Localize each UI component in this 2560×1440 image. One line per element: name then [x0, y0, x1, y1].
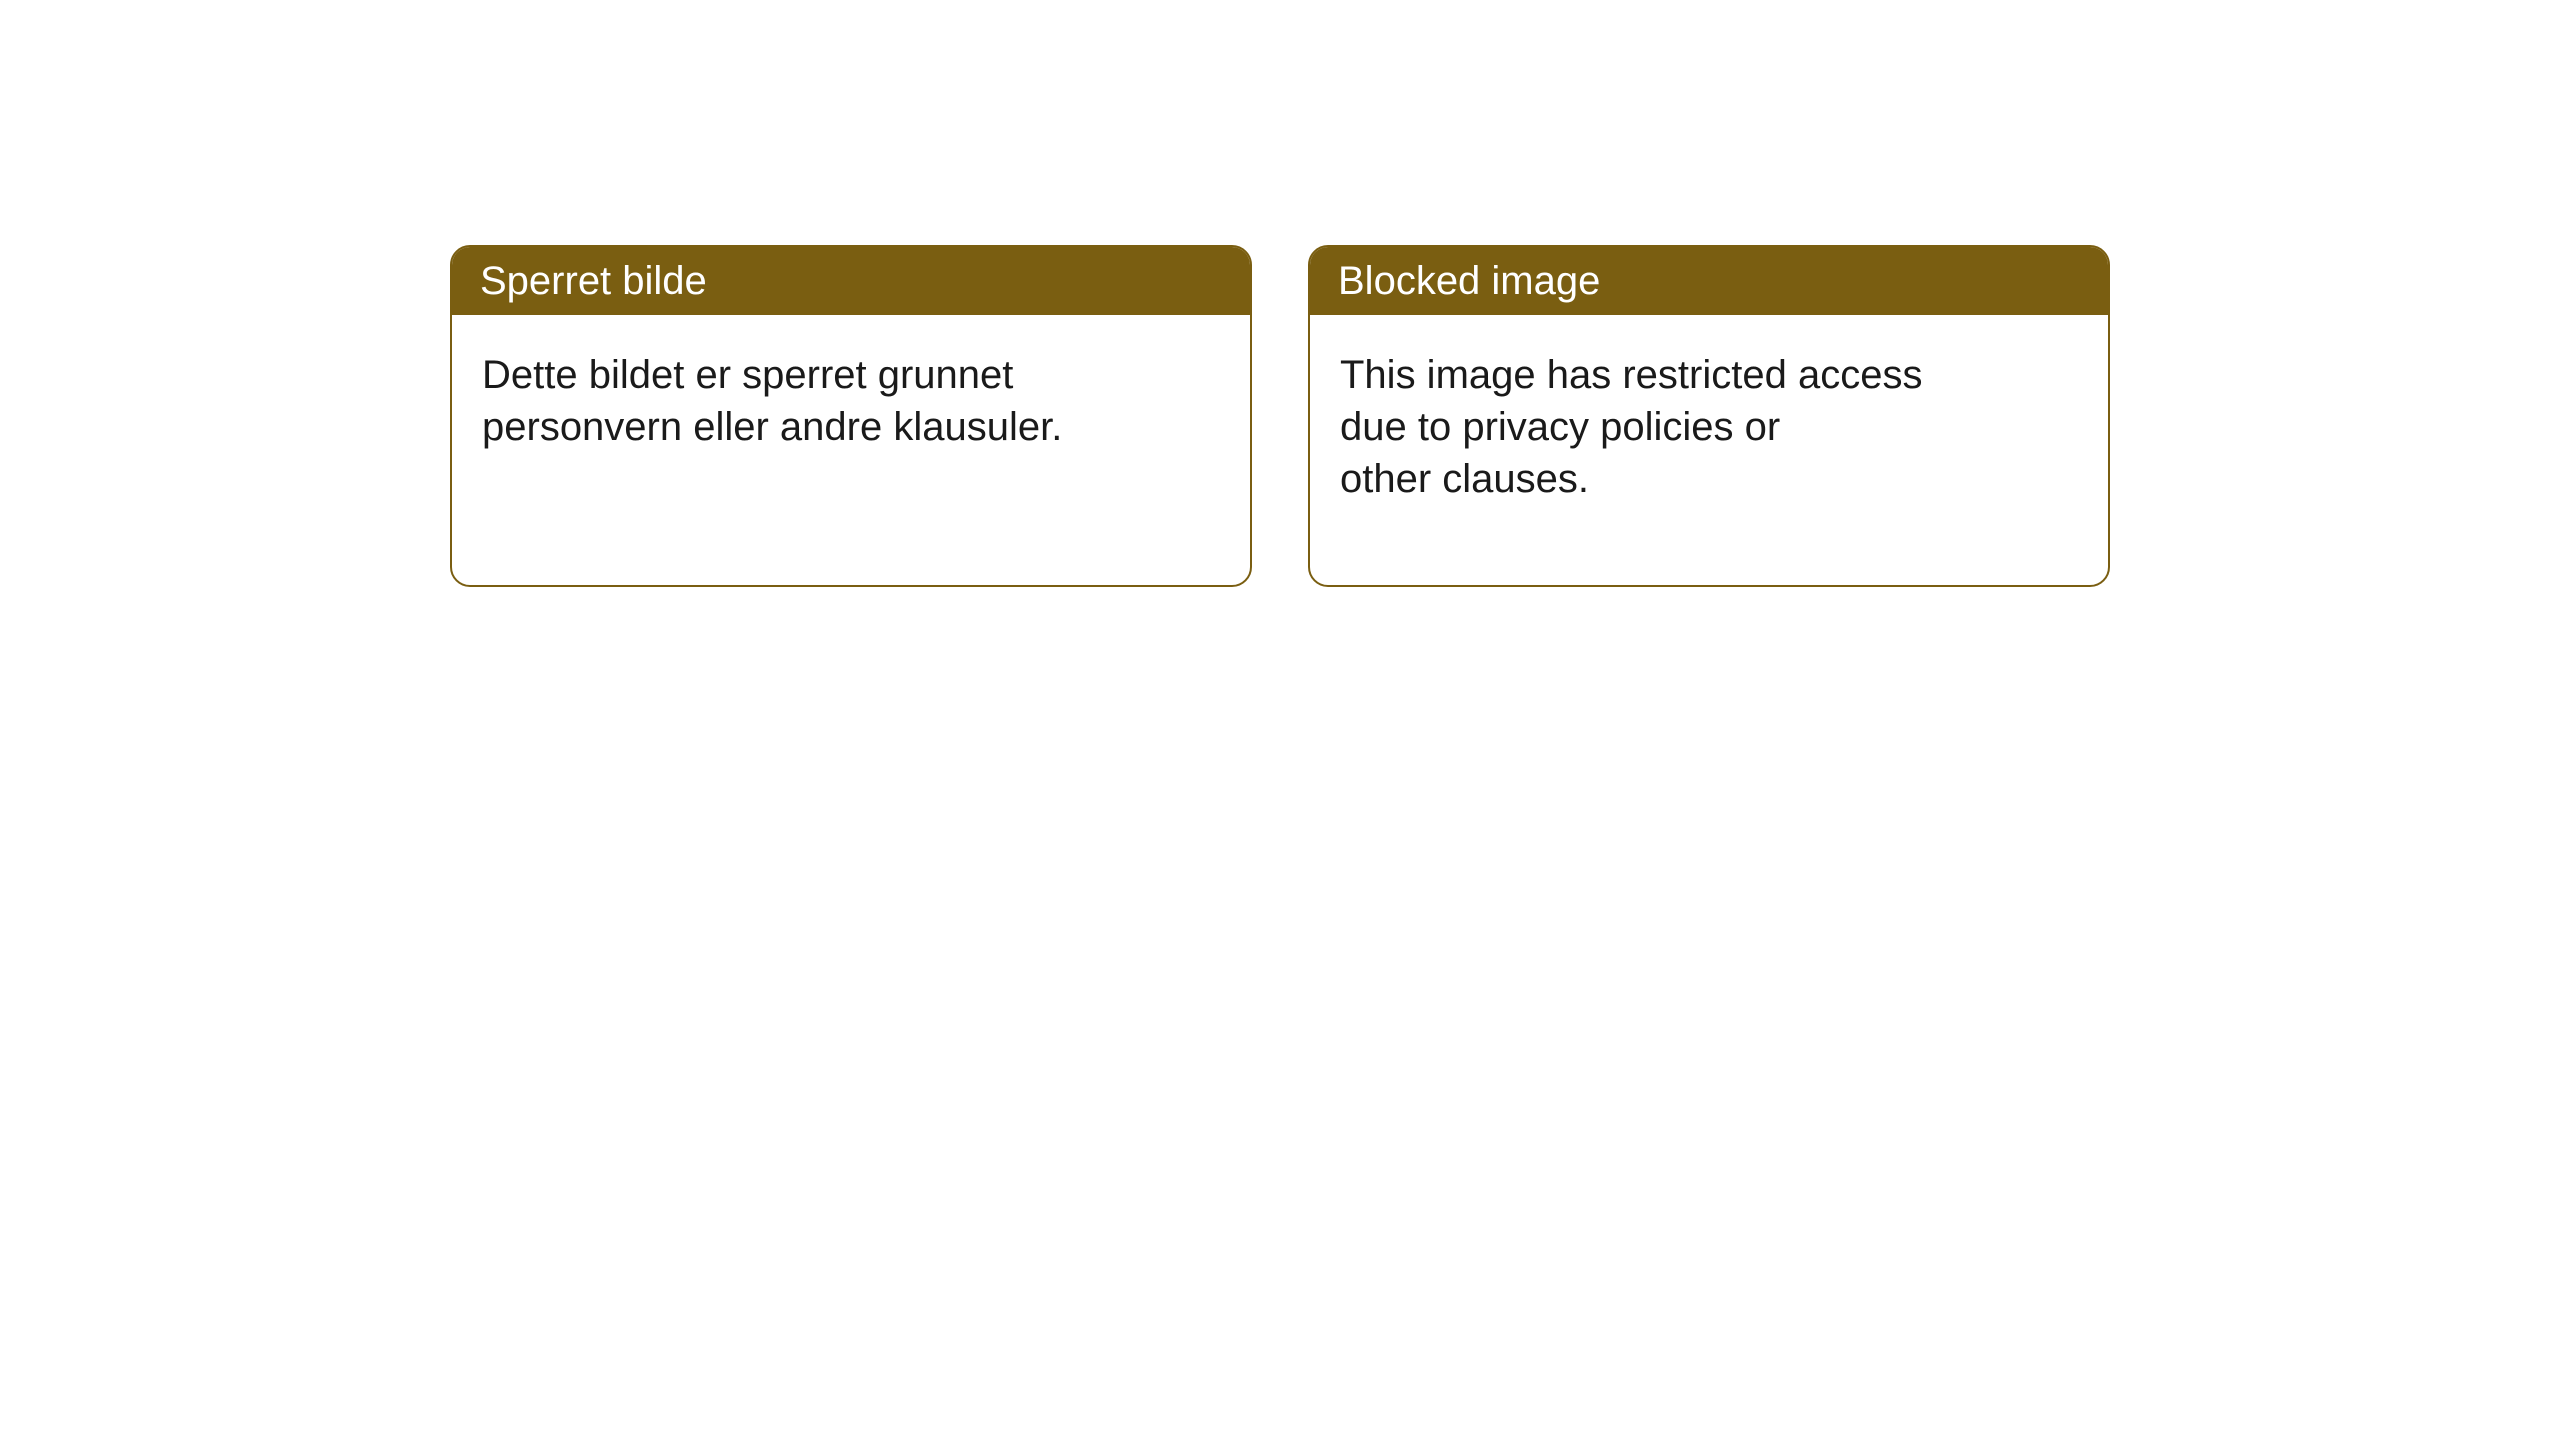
notice-container: Sperret bilde Dette bildet er sperret gr… — [0, 0, 2560, 587]
notice-card-english: Blocked image This image has restricted … — [1308, 245, 2110, 587]
notice-body-english: This image has restricted access due to … — [1310, 315, 2108, 585]
notice-header-english: Blocked image — [1310, 247, 2108, 315]
notice-header-norwegian: Sperret bilde — [452, 247, 1250, 315]
notice-card-norwegian: Sperret bilde Dette bildet er sperret gr… — [450, 245, 1252, 587]
notice-body-norwegian: Dette bildet er sperret grunnet personve… — [452, 315, 1250, 533]
